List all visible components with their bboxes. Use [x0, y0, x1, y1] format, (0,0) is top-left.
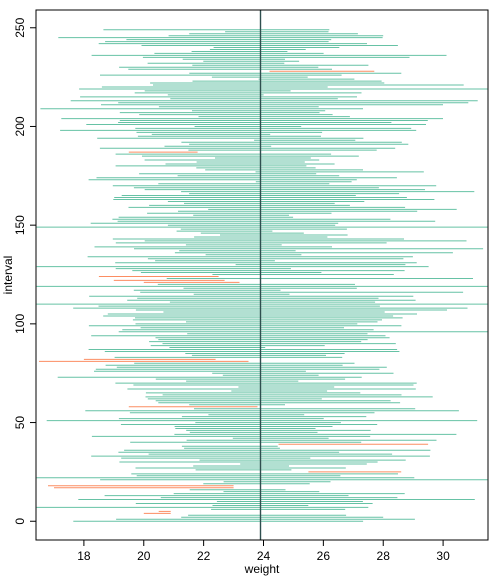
x-tick-label-26: 26 — [317, 549, 331, 563]
y-tick-label-250: 250 — [13, 17, 27, 37]
x-tick-label-28: 28 — [377, 549, 391, 563]
y-axis: 0 50 100 150 200 250 — [13, 17, 36, 525]
x-tick-label-20: 20 — [137, 549, 151, 563]
y-tick-label-100: 100 — [13, 314, 27, 334]
x-tick-label-18: 18 — [77, 549, 91, 563]
x-tick-label-30: 30 — [436, 549, 450, 563]
x-axis: 18 20 22 24 26 28 30 — [77, 540, 450, 563]
y-tick-label-50: 50 — [13, 416, 27, 430]
y-tick-label-200: 200 — [13, 116, 27, 136]
y-tick-label-0: 0 — [13, 518, 27, 525]
x-tick-label-24: 24 — [257, 549, 271, 563]
x-tick-label-22: 22 — [197, 549, 211, 563]
y-axis-title: interval — [1, 256, 15, 295]
plot-frame — [35, 9, 489, 541]
interval-segments — [36, 29, 488, 522]
x-axis-title: weight — [244, 562, 280, 576]
y-tick-label-150: 150 — [13, 215, 27, 235]
